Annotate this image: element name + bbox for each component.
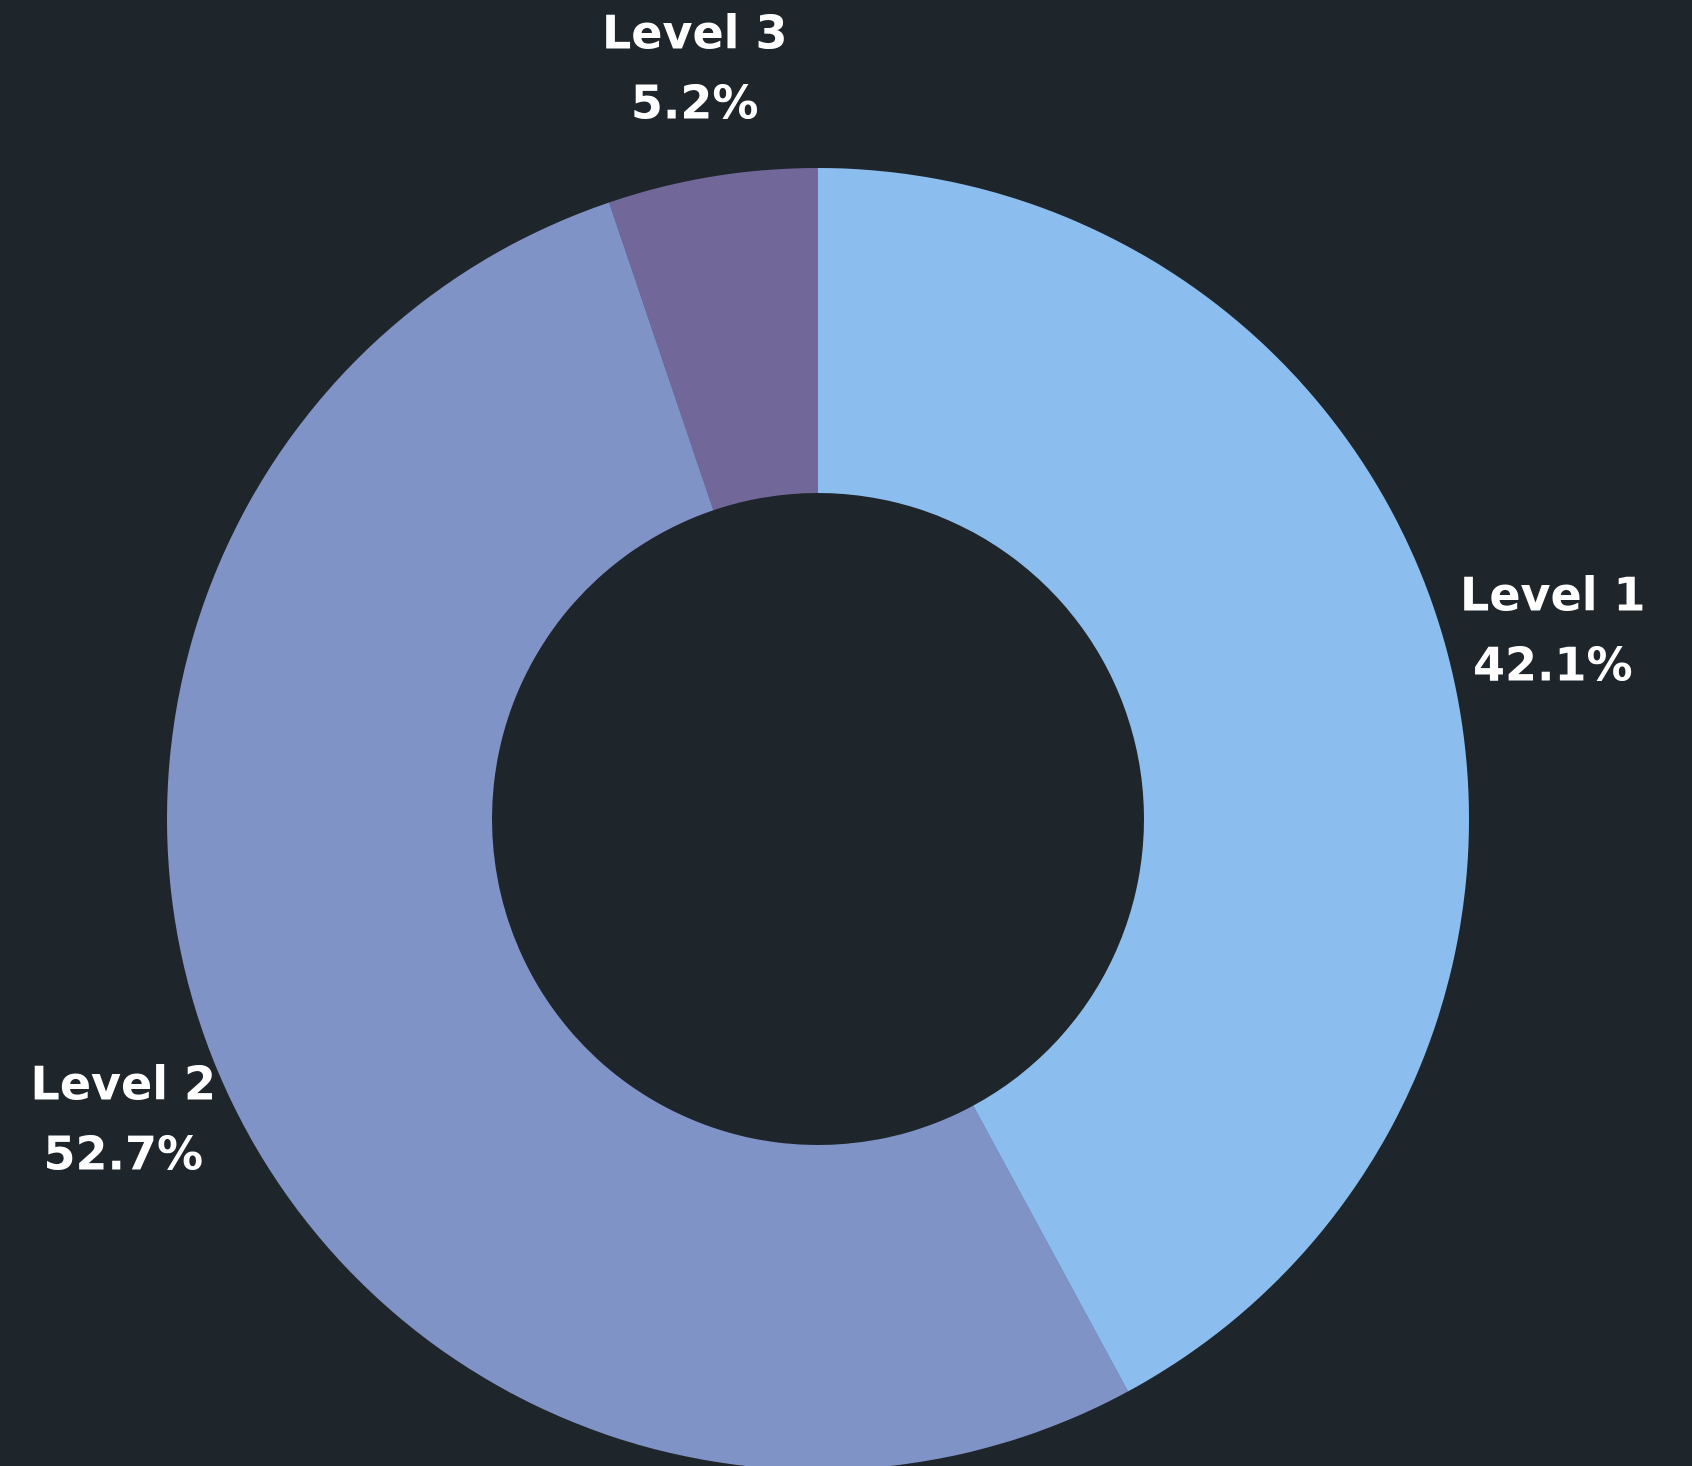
donut-segment bbox=[167, 202, 1129, 1466]
segment-value-label: 52.7% bbox=[43, 1127, 203, 1181]
segment-label: Level 2 bbox=[31, 1057, 216, 1111]
segment-value-label: 42.1% bbox=[1473, 637, 1633, 691]
segment-label: Level 1 bbox=[1460, 567, 1645, 621]
donut-segment bbox=[609, 168, 818, 511]
segment-value-label: 5.2% bbox=[631, 76, 759, 130]
donut-segment bbox=[818, 168, 1470, 1392]
segment-label: Level 3 bbox=[602, 6, 787, 60]
